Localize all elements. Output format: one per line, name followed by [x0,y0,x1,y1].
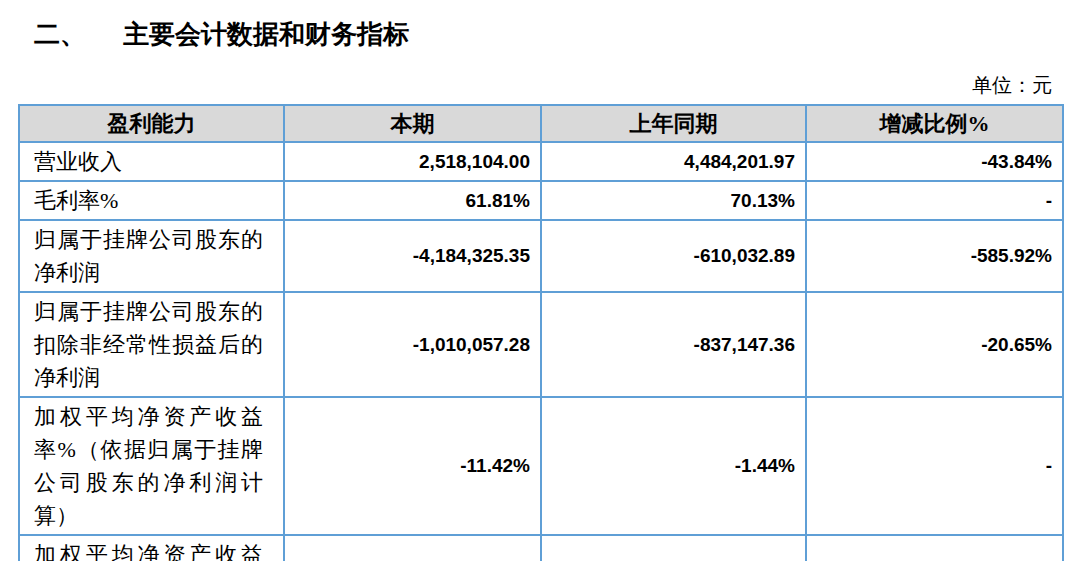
unit-label: 单位：元 [18,72,1062,98]
prior-period-value: -610,032.89 [541,220,806,292]
current-period-value: 2,518,104.00 [284,142,541,181]
change-ratio-value: - [806,181,1063,220]
change-ratio-value: -585.92% [806,220,1063,292]
change-ratio-value: - [806,535,1063,561]
table-row-weighted-avg-roe-net-profit: 加权平均净资产收益率%（依据归属于挂牌公司股东的净利润计算） -11.42% -… [19,397,1063,535]
section-heading: 二、主要会计数据和财务指标 [18,0,1062,52]
table-header-row: 盈利能力 本期 上年同期 增减比例% [19,105,1063,142]
change-ratio-value: - [806,397,1063,535]
header-profitability: 盈利能力 [19,105,284,142]
table-row-operating-revenue: 营业收入 2,518,104.00 4,484,201.97 -43.84% [19,142,1063,181]
current-period-value: -1,010,057.28 [284,292,541,397]
current-period-value: -4,184,325.35 [284,220,541,292]
report-page: 二、主要会计数据和财务指标 单位：元 盈利能力 本期 上年同期 增减比例% 营业… [0,0,1080,561]
current-period-value: -2.76% [284,535,541,561]
financial-indicators-table: 盈利能力 本期 上年同期 增减比例% 营业收入 2,518,104.00 4,4… [18,104,1064,561]
prior-period-value: 70.13% [541,181,806,220]
change-ratio-value: -43.84% [806,142,1063,181]
row-label: 加权平均净资产收益率%（依归属于挂牌公司 [19,535,284,561]
table-row-gross-margin: 毛利率% 61.81% 70.13% - [19,181,1063,220]
prior-period-value: -1.44% [541,397,806,535]
prior-period-value: -1.97% [541,535,806,561]
header-current-period: 本期 [284,105,541,142]
current-period-value: 61.81% [284,181,541,220]
section-number: 二、 [34,18,123,52]
section-title: 主要会计数据和财务指标 [123,20,409,49]
table-row-net-profit-excl-nonrecurring: 归属于挂牌公司股东的扣除非经常性损益后的净利润 -1,010,057.28 -8… [19,292,1063,397]
table-row-weighted-avg-roe-truncated: 加权平均净资产收益率%（依归属于挂牌公司 -2.76% -1.97% - [19,535,1063,561]
current-period-value: -11.42% [284,397,541,535]
table-row-net-profit: 归属于挂牌公司股东的净利润 -4,184,325.35 -610,032.89 … [19,220,1063,292]
header-change-ratio: 增减比例% [806,105,1063,142]
prior-period-value: -837,147.36 [541,292,806,397]
row-label: 归属于挂牌公司股东的净利润 [19,220,284,292]
change-ratio-value: -20.65% [806,292,1063,397]
prior-period-value: 4,484,201.97 [541,142,806,181]
header-prior-period: 上年同期 [541,105,806,142]
row-label: 营业收入 [19,142,284,181]
row-label: 归属于挂牌公司股东的扣除非经常性损益后的净利润 [19,292,284,397]
row-label: 毛利率% [19,181,284,220]
row-label: 加权平均净资产收益率%（依据归属于挂牌公司股东的净利润计算） [19,397,284,535]
